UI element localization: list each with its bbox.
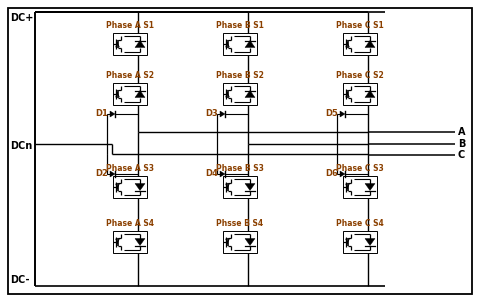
Polygon shape — [110, 111, 115, 117]
Text: D1: D1 — [95, 110, 108, 118]
Text: Phase A S2: Phase A S2 — [106, 71, 154, 80]
Polygon shape — [245, 239, 255, 246]
Bar — [343, 33, 377, 55]
Text: D3: D3 — [205, 110, 218, 118]
Bar — [223, 33, 257, 55]
Text: D6: D6 — [325, 169, 338, 178]
Text: Phase C S4: Phase C S4 — [336, 219, 384, 228]
Text: C: C — [458, 150, 465, 160]
Text: Phase B S2: Phase B S2 — [216, 71, 264, 80]
Polygon shape — [245, 91, 255, 98]
Text: D4: D4 — [205, 169, 218, 178]
Polygon shape — [365, 184, 375, 191]
Text: Phase C S3: Phase C S3 — [336, 164, 384, 173]
Text: Phase B S1: Phase B S1 — [216, 21, 264, 30]
Bar — [113, 231, 147, 253]
Polygon shape — [135, 91, 145, 98]
Text: D5: D5 — [325, 110, 338, 118]
Bar — [343, 231, 377, 253]
Polygon shape — [135, 40, 145, 47]
Text: D2: D2 — [95, 169, 108, 178]
Bar — [113, 83, 147, 105]
Polygon shape — [365, 239, 375, 246]
Text: Phase C S1: Phase C S1 — [336, 21, 384, 30]
Polygon shape — [245, 40, 255, 47]
Text: B: B — [458, 139, 466, 149]
Text: DC+: DC+ — [10, 13, 34, 23]
Text: Phase A S4: Phase A S4 — [106, 219, 154, 228]
Bar — [223, 83, 257, 105]
Polygon shape — [220, 111, 225, 117]
Text: Phase C S2: Phase C S2 — [336, 71, 384, 80]
Text: A: A — [458, 127, 466, 137]
Polygon shape — [340, 171, 345, 177]
Text: Phsse B S4: Phsse B S4 — [216, 219, 264, 228]
Bar — [113, 33, 147, 55]
Text: Phase A S3: Phase A S3 — [106, 164, 154, 173]
Polygon shape — [135, 184, 145, 191]
Text: Phase A S1: Phase A S1 — [106, 21, 154, 30]
Text: DCn: DCn — [10, 141, 32, 151]
Bar — [343, 176, 377, 198]
Polygon shape — [365, 91, 375, 98]
Text: DC-: DC- — [10, 275, 29, 285]
Polygon shape — [135, 239, 145, 246]
Polygon shape — [110, 171, 115, 177]
Bar — [223, 176, 257, 198]
Text: Phase B S3: Phase B S3 — [216, 164, 264, 173]
Bar — [343, 83, 377, 105]
Polygon shape — [245, 184, 255, 191]
Polygon shape — [365, 40, 375, 47]
Polygon shape — [340, 111, 345, 117]
Bar — [223, 231, 257, 253]
Bar — [113, 176, 147, 198]
Polygon shape — [220, 171, 225, 177]
